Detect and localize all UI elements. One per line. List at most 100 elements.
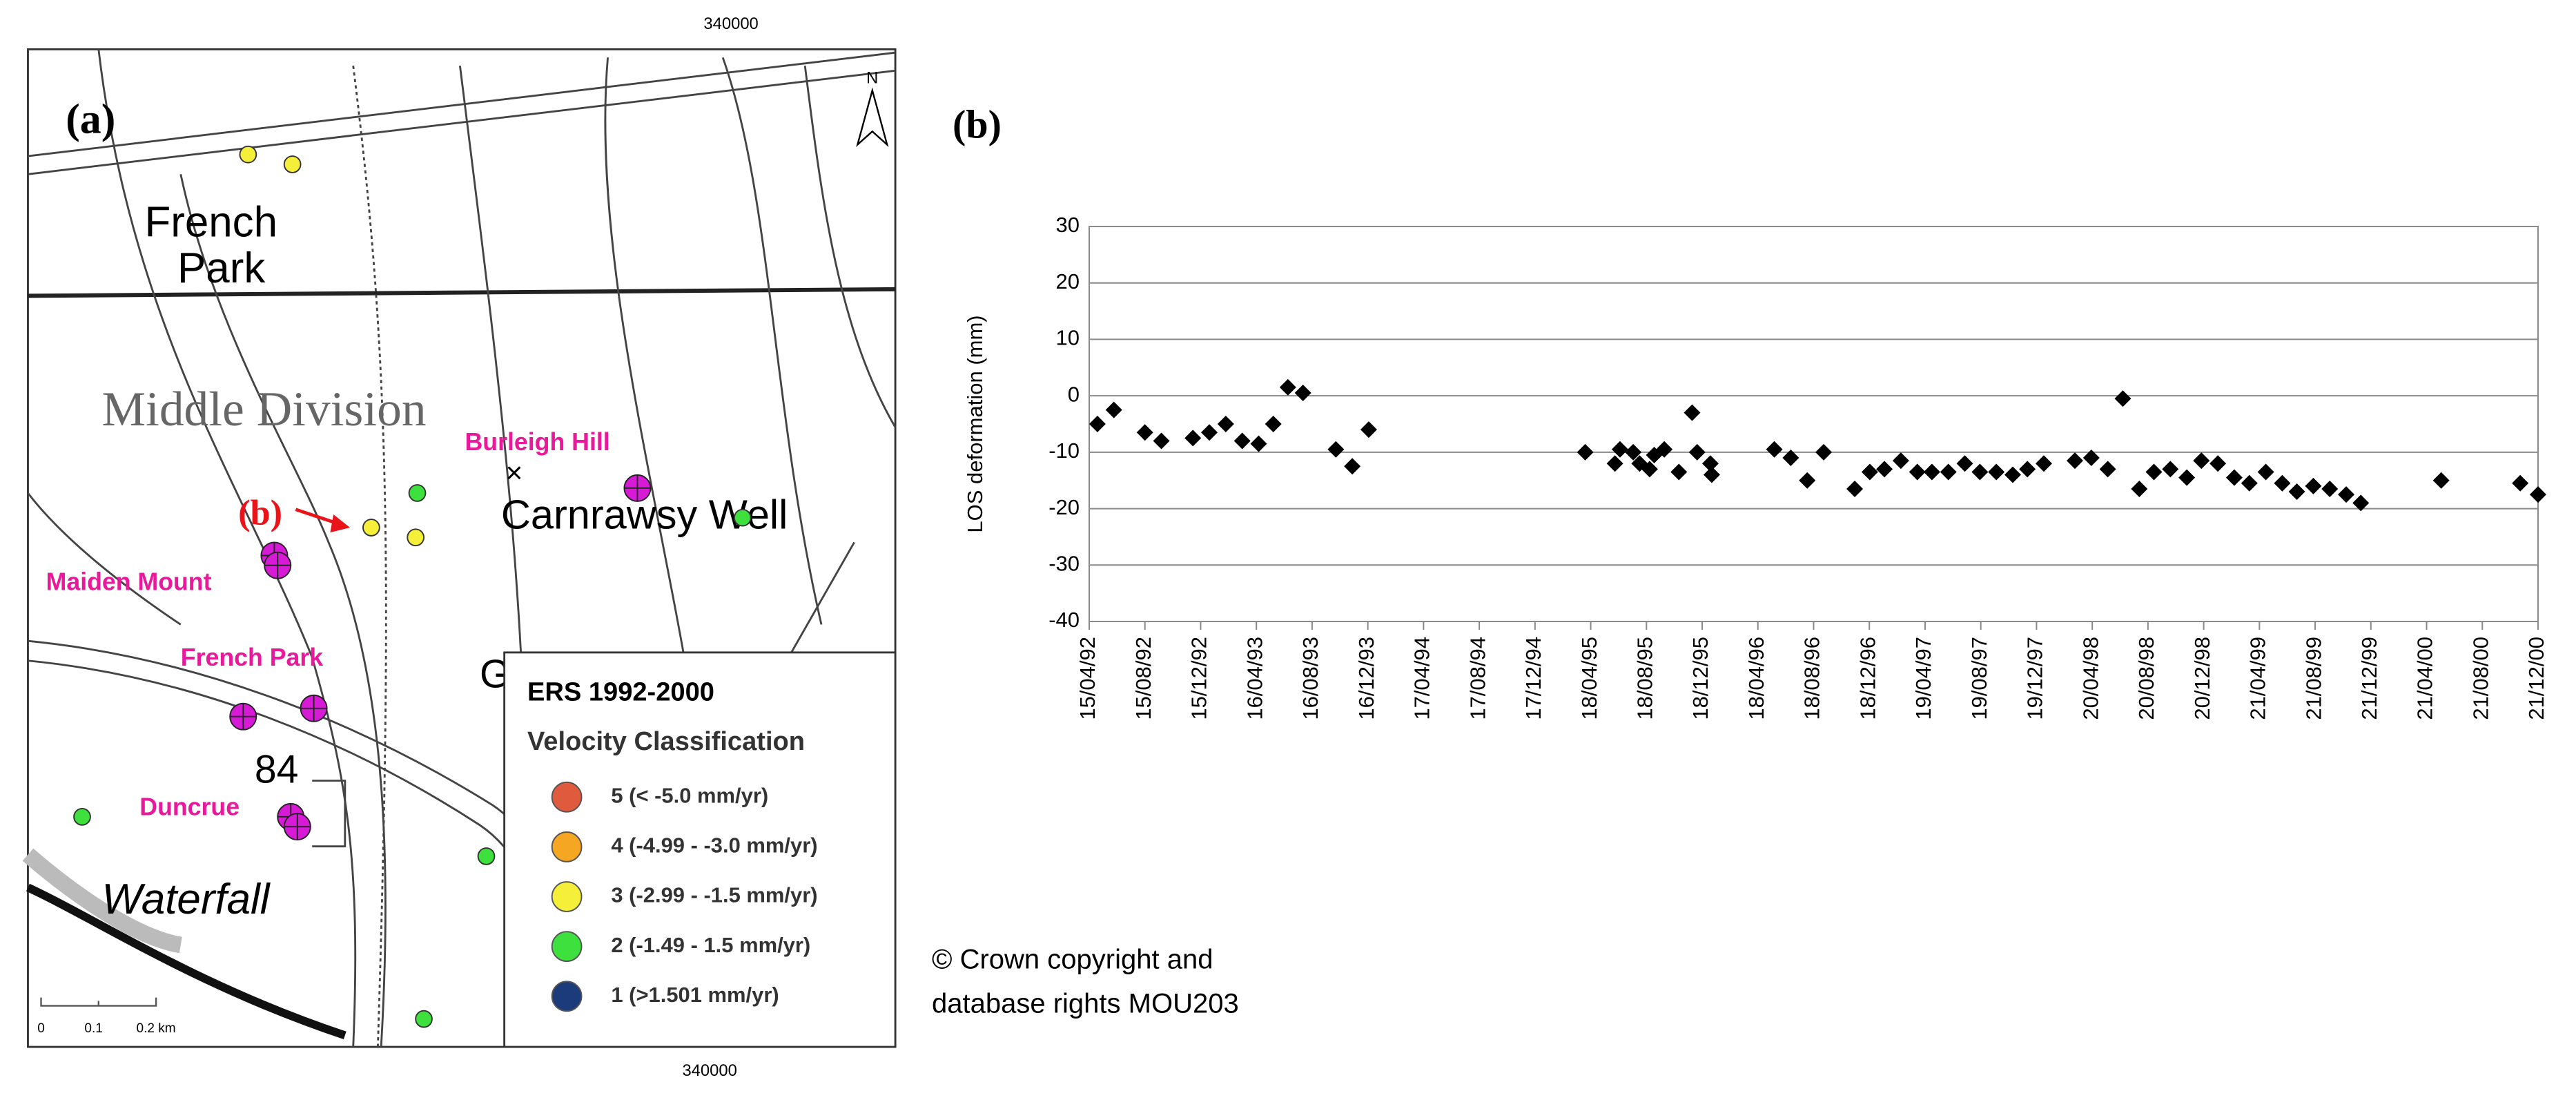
data-point — [1923, 463, 1940, 481]
site-marker-cross — [284, 813, 311, 840]
north-label: N — [866, 69, 878, 88]
map-line — [352, 66, 387, 1048]
data-point — [2193, 452, 2210, 470]
data-point — [2019, 461, 2036, 478]
x-tick-label: 20/12/98 — [2190, 637, 2214, 720]
data-point — [1360, 421, 1377, 438]
x-tick-label: 15/12/92 — [1187, 637, 1211, 720]
map-line — [721, 57, 823, 625]
site-label: Duncrue — [139, 793, 240, 820]
spot-height: 84 — [255, 748, 299, 792]
map-line — [73, 145, 752, 1028]
data-point — [1327, 441, 1345, 458]
data-point — [2225, 469, 2243, 486]
data-point — [2082, 450, 2100, 467]
data-point — [1625, 443, 1642, 461]
x-tick-label: 17/12/94 — [1521, 637, 1545, 720]
legend-swatch — [551, 781, 583, 813]
y-tick-label: -10 — [1048, 438, 1080, 463]
data-point — [1089, 416, 1106, 432]
legend-label: 3 (-2.99 - -1.5 mm/yr) — [611, 883, 817, 907]
x-tick-label: 17/08/94 — [1465, 637, 1490, 720]
data-point — [2162, 461, 2179, 478]
map-line — [22, 848, 183, 954]
data-point — [1703, 466, 1720, 483]
map-line — [27, 492, 182, 626]
data-point — [2004, 466, 2022, 483]
map-point — [362, 519, 380, 537]
pointer-arrow-head — [330, 514, 350, 533]
data-point — [1909, 463, 1926, 481]
x-tick-label: 21/04/99 — [2246, 637, 2270, 720]
data-point — [2338, 486, 2355, 503]
map-line — [803, 66, 897, 428]
data-point — [2305, 477, 2322, 494]
map-line — [604, 57, 692, 691]
data-point — [2145, 463, 2163, 481]
x-tick-label: 18/12/95 — [1688, 637, 1713, 720]
data-point — [2530, 486, 2546, 503]
data-point — [2512, 474, 2529, 492]
data-point — [2432, 472, 2450, 489]
legend-label: 1 (>1.501 mm/yr) — [611, 983, 779, 1007]
data-point — [1611, 441, 1628, 458]
map-line — [28, 287, 896, 298]
data-point — [1782, 450, 1799, 467]
place-label: French — [144, 198, 277, 246]
y-tick-label: -40 — [1048, 608, 1080, 632]
x-tick-label: 15/04/92 — [1075, 637, 1100, 720]
data-point — [1701, 455, 1719, 472]
place-label: Middle Division — [102, 382, 427, 436]
map-line — [26, 883, 347, 1040]
map-line — [179, 173, 387, 1048]
data-point — [1265, 416, 1282, 432]
data-point — [2274, 474, 2291, 492]
data-point — [1846, 480, 1864, 497]
map-line — [22, 49, 897, 1048]
easting-label: 340000 — [703, 15, 758, 33]
data-point — [1815, 443, 1833, 461]
y-tick-label: -20 — [1048, 495, 1080, 519]
site-label: French Park — [181, 644, 323, 671]
data-point — [2036, 455, 2053, 472]
map-line — [28, 51, 896, 157]
data-point — [1201, 424, 1218, 441]
data-point — [1577, 443, 1594, 461]
y-tick-label: 0 — [1068, 382, 1080, 406]
x-tick-label: 16/12/93 — [1354, 637, 1378, 720]
x-tick-label: 19/04/97 — [1911, 637, 1935, 720]
data-point — [1279, 378, 1296, 396]
legend-label: 2 (-1.49 - 1.5 mm/yr) — [611, 933, 810, 957]
x-tick-label: 18/04/96 — [1744, 637, 1768, 720]
data-point — [1217, 416, 1234, 432]
site-marker-cross — [624, 474, 651, 501]
map-line — [312, 780, 347, 848]
data-point — [1670, 463, 1688, 481]
x-tick-label: 18/04/95 — [1577, 637, 1601, 720]
x-tick-label: 21/08/00 — [2468, 637, 2492, 720]
x-tick-label: 18/08/95 — [1632, 637, 1657, 720]
data-point — [1940, 463, 1957, 481]
map-point — [733, 508, 752, 527]
map-point — [415, 1010, 433, 1028]
panel-label: (a) — [66, 96, 115, 143]
map-line — [97, 49, 357, 1048]
x-tick-label: 21/12/00 — [2524, 637, 2548, 720]
legend-label: 4 (-4.99 - -3.0 mm/yr) — [611, 833, 817, 858]
map-point — [408, 484, 427, 502]
map-point — [239, 145, 257, 164]
site-marker-cross — [264, 552, 291, 579]
data-point — [1606, 455, 1623, 472]
site-marker-cross — [300, 695, 327, 722]
x-tick-label: 20/08/98 — [2134, 637, 2158, 720]
x-tick-label: 20/04/98 — [2078, 637, 2102, 720]
legend-swatch — [551, 881, 583, 912]
y-tick-label: -30 — [1048, 551, 1080, 575]
x-tick-label: 17/04/94 — [1410, 637, 1434, 720]
place-label: Waterfall — [102, 876, 271, 923]
data-point — [2352, 494, 2370, 512]
data-point — [1250, 435, 1267, 452]
data-point — [2131, 480, 2148, 497]
data-point — [1876, 461, 1893, 478]
